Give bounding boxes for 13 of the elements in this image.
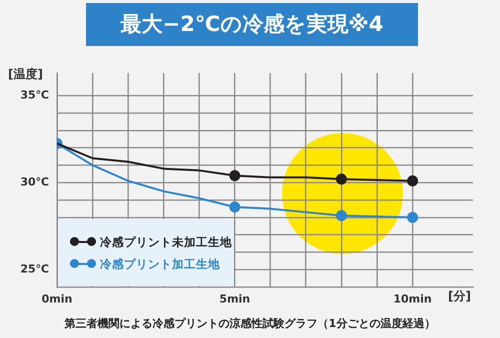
legend-label: 冷感プリント加工生地	[100, 256, 220, 272]
y-tick-label: 25℃	[20, 262, 49, 276]
y-tick-label: 30℃	[20, 175, 49, 188]
x-tick-label: 0min	[42, 292, 72, 306]
x-tick-label: 10min	[393, 292, 432, 306]
point	[407, 212, 418, 223]
y-axis-title: [温度]	[8, 66, 43, 83]
text: 第三者機関による冷感プリントの涼感性試験グラフ（1分ごとの温度経過）	[64, 316, 436, 331]
x-tick-label: 5min	[219, 292, 250, 306]
legend-label: 冷感プリント未加工生地	[100, 234, 232, 250]
y-tick-label: 35℃	[20, 88, 49, 102]
x-axis-title: [分]	[448, 288, 471, 305]
chart-title: 最大−2℃の冷感を実現※4	[86, 3, 418, 46]
